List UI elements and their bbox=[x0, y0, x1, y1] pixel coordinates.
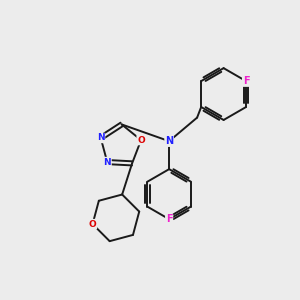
Text: O: O bbox=[89, 220, 97, 229]
Text: F: F bbox=[166, 214, 172, 224]
Text: N: N bbox=[165, 136, 173, 146]
Text: O: O bbox=[137, 136, 145, 145]
Text: N: N bbox=[103, 158, 111, 166]
Text: N: N bbox=[97, 134, 105, 142]
Text: F: F bbox=[243, 76, 249, 86]
